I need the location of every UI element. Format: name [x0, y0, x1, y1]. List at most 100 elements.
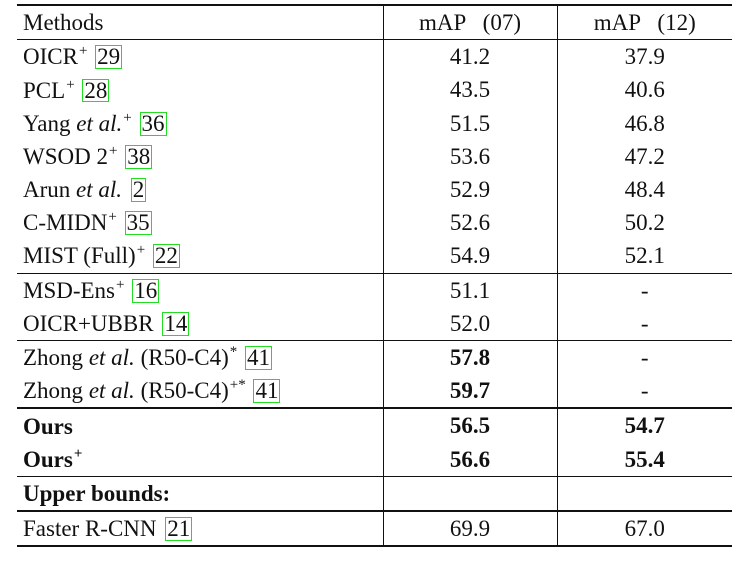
method-name: MSD-Ens+: [23, 276, 125, 303]
table-row: PCL+ 28 43.5 40.6: [17, 73, 732, 107]
map07-value: 56.5: [383, 407, 558, 443]
map12-value: 46.8: [624, 110, 665, 136]
method-name: Ours: [23, 414, 74, 439]
method-name-text: Zhong: [23, 345, 89, 371]
method-superscript: +: [66, 76, 75, 93]
method-cell: MSD-Ens+ 16: [17, 272, 384, 307]
method-superscript: +: [108, 209, 117, 226]
map12-value: 67.0: [557, 509, 732, 548]
map12-value: 52.1: [624, 243, 665, 269]
method-superscript: +*: [229, 377, 246, 394]
method-name: Zhong et al. (R50-C4)*: [23, 345, 237, 370]
method-name: OICR+: [23, 44, 87, 69]
method-superscript: +: [123, 109, 132, 126]
citation-link[interactable]: 41: [244, 345, 272, 371]
map07-value: 51.5: [383, 106, 558, 140]
method-name-italic: et al.: [76, 177, 123, 203]
method-cell: Arun et al. 2: [17, 172, 384, 207]
method-name: C-MIDN+: [23, 210, 117, 235]
method-cell: Zhong et al. (R50-C4)+* 41: [17, 374, 384, 409]
citation-link[interactable]: 14: [162, 310, 190, 336]
method-name-text: MSD-Ens: [23, 277, 116, 303]
method-name-text: Faster R-CNN: [23, 515, 157, 541]
method-superscript: +: [116, 276, 125, 293]
citation-link[interactable]: 41: [253, 378, 281, 404]
map12-value: 37.9: [624, 44, 665, 70]
method-name-text: PCL: [23, 77, 66, 103]
citation-link[interactable]: 35: [124, 210, 152, 236]
citation-link[interactable]: 38: [125, 143, 153, 169]
method-name: OICR+UBBR: [23, 311, 155, 336]
table-row: OICR+ 29 41.2 37.9: [17, 39, 732, 74]
map07-value: 69.9: [383, 509, 558, 548]
method-name-text: OICR+UBBR: [23, 310, 154, 336]
method-cell: OICR+UBBR 14: [17, 306, 384, 341]
method-name-text: WSOD 2: [23, 143, 108, 169]
method-name-text: Ours: [23, 447, 73, 473]
citation-link[interactable]: 16: [132, 277, 160, 303]
method-name: Zhong et al. (R50-C4)+*: [23, 378, 246, 403]
map07-value: 52.0: [383, 306, 558, 341]
header-map12-label: mAP (12): [593, 10, 696, 36]
map12-value: 50.2: [624, 210, 665, 236]
map07-value: [383, 475, 558, 511]
citation-link[interactable]: 36: [139, 110, 167, 136]
table-row: Upper bounds:: [17, 475, 732, 511]
method-name-text: OICR: [23, 44, 78, 70]
citation-link[interactable]: 21: [165, 515, 193, 541]
map07-value: 51.1: [383, 272, 558, 307]
method-cell: Faster R-CNN 21: [17, 509, 384, 548]
table-row: Ours 56.5 54.7: [17, 407, 732, 443]
table-row: Zhong et al. (R50-C4)* 41 57.8-: [17, 339, 732, 375]
method-name: Arun et al.: [23, 177, 123, 202]
citation-link[interactable]: 29: [95, 44, 123, 70]
map07-value: 43.5: [383, 73, 558, 107]
map07-value: 52.6: [383, 206, 558, 240]
method-cell: MIST (Full)+ 22: [17, 239, 384, 273]
method-superscript: *: [229, 344, 238, 361]
header-row: Methods mAP (07) mAP (12): [17, 4, 732, 41]
map12-value: 55.4: [624, 446, 665, 472]
table-row: Yang et al.+ 36 51.5 46.8: [17, 106, 732, 140]
map12-value: 48.4: [624, 177, 665, 203]
map07-value: 54.9: [383, 239, 558, 273]
citation-link[interactable]: 2: [130, 177, 147, 203]
citation-link[interactable]: 28: [82, 77, 110, 103]
table-row: Zhong et al. (R50-C4)+* 41 59.7-: [17, 374, 732, 409]
method-name: MIST (Full)+: [23, 243, 145, 268]
map12-value: -: [640, 378, 649, 404]
method-name-text: Upper bounds:: [23, 481, 171, 507]
table-row: C-MIDN+ 35 52.6 50.2: [17, 206, 732, 240]
map07-value: 41.2: [383, 39, 558, 74]
method-name: Yang et al.+: [23, 109, 132, 136]
method-name: Faster R-CNN: [23, 516, 158, 541]
citation-link[interactable]: 22: [152, 243, 180, 269]
method-name-suffix: (R50-C4): [134, 345, 229, 371]
method-name-text: C-MIDN: [23, 210, 108, 236]
method-name-text: Arun: [23, 177, 77, 203]
method-name-italic: et al.: [88, 378, 135, 404]
method-superscript: +: [136, 242, 146, 259]
method-name-text: Yang: [23, 110, 77, 136]
map12-value: 47.2: [624, 143, 665, 169]
map12-value: -: [557, 339, 732, 375]
method-name-italic: et al.: [88, 345, 135, 371]
method-superscript: +: [73, 446, 83, 463]
method-name-italic: et al.: [76, 110, 123, 136]
table-row: MIST (Full)+ 22 54.9 52.1: [17, 239, 732, 273]
header-methods: Methods: [17, 4, 384, 41]
method-cell: Ours+: [17, 442, 384, 477]
method-cell: OICR+ 29: [17, 39, 384, 74]
method-superscript: +: [108, 142, 118, 159]
map12-value: 54.7: [557, 407, 732, 443]
method-name: WSOD 2+: [23, 142, 118, 169]
map12-value: -: [640, 310, 649, 336]
header-map07-label: mAP (07): [418, 10, 521, 36]
method-name-suffix: (R50-C4): [134, 378, 229, 404]
method-name: PCL+: [23, 76, 75, 103]
table-row: Arun et al. 2 52.9 48.4: [17, 172, 732, 207]
method-name-text: Ours: [23, 413, 73, 439]
method-cell: Upper bounds:: [17, 475, 384, 511]
method-superscript: +: [78, 43, 88, 60]
